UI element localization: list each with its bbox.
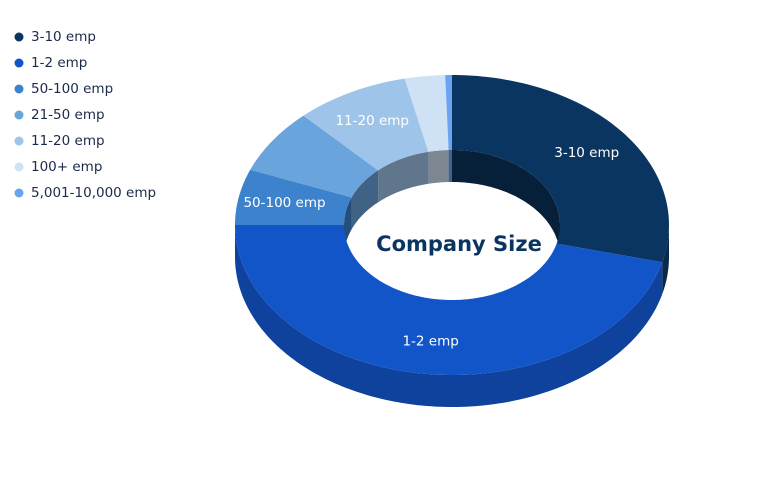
slice-inner-side [448,150,452,183]
slice-label: 11-20 emp [335,113,409,129]
slices [235,75,669,375]
slice-inner-side [428,150,449,184]
slice-side [235,225,663,407]
legend-label: 11-20 emp [31,133,105,149]
slice [445,75,452,151]
chart-title: Company Size [376,232,542,256]
slice-inner-side [378,151,429,203]
slice-side [662,225,669,295]
legend-marker [14,32,24,42]
legend: 3-10 emp 1-2 emp 50-100 emp 21-50 emp 11-20 … [14,29,156,201]
slice-inner-side [452,150,560,257]
slice [452,75,669,263]
legend-marker [14,136,24,146]
slice-label: 3-10 emp [554,145,619,161]
slice-label: 1-2 emp [402,334,458,350]
walls [235,150,669,407]
slice-inner-side [351,170,379,230]
legend-label: 5,001-10,000 emp [31,185,156,201]
slice-labels: 3-10 emp 1-2 emp 50-100 emp 11-20 emp [243,113,619,349]
legend-label: 100+ emp [31,159,102,175]
legend-label: 1-2 emp [31,55,87,71]
slice [235,169,352,225]
legend-marker [14,110,24,120]
slice [303,78,429,171]
slice [404,75,449,152]
legend-marker [14,188,24,198]
slice-label: 50-100 emp [243,195,325,211]
legend-label: 3-10 emp [31,29,96,45]
legend-marker [14,84,24,94]
slice [235,225,663,375]
legend-marker [14,162,24,172]
legend-marker [14,58,24,68]
slice [250,115,379,198]
legend-label: 50-100 emp [31,81,113,97]
legend-label: 21-50 emp [31,107,105,123]
